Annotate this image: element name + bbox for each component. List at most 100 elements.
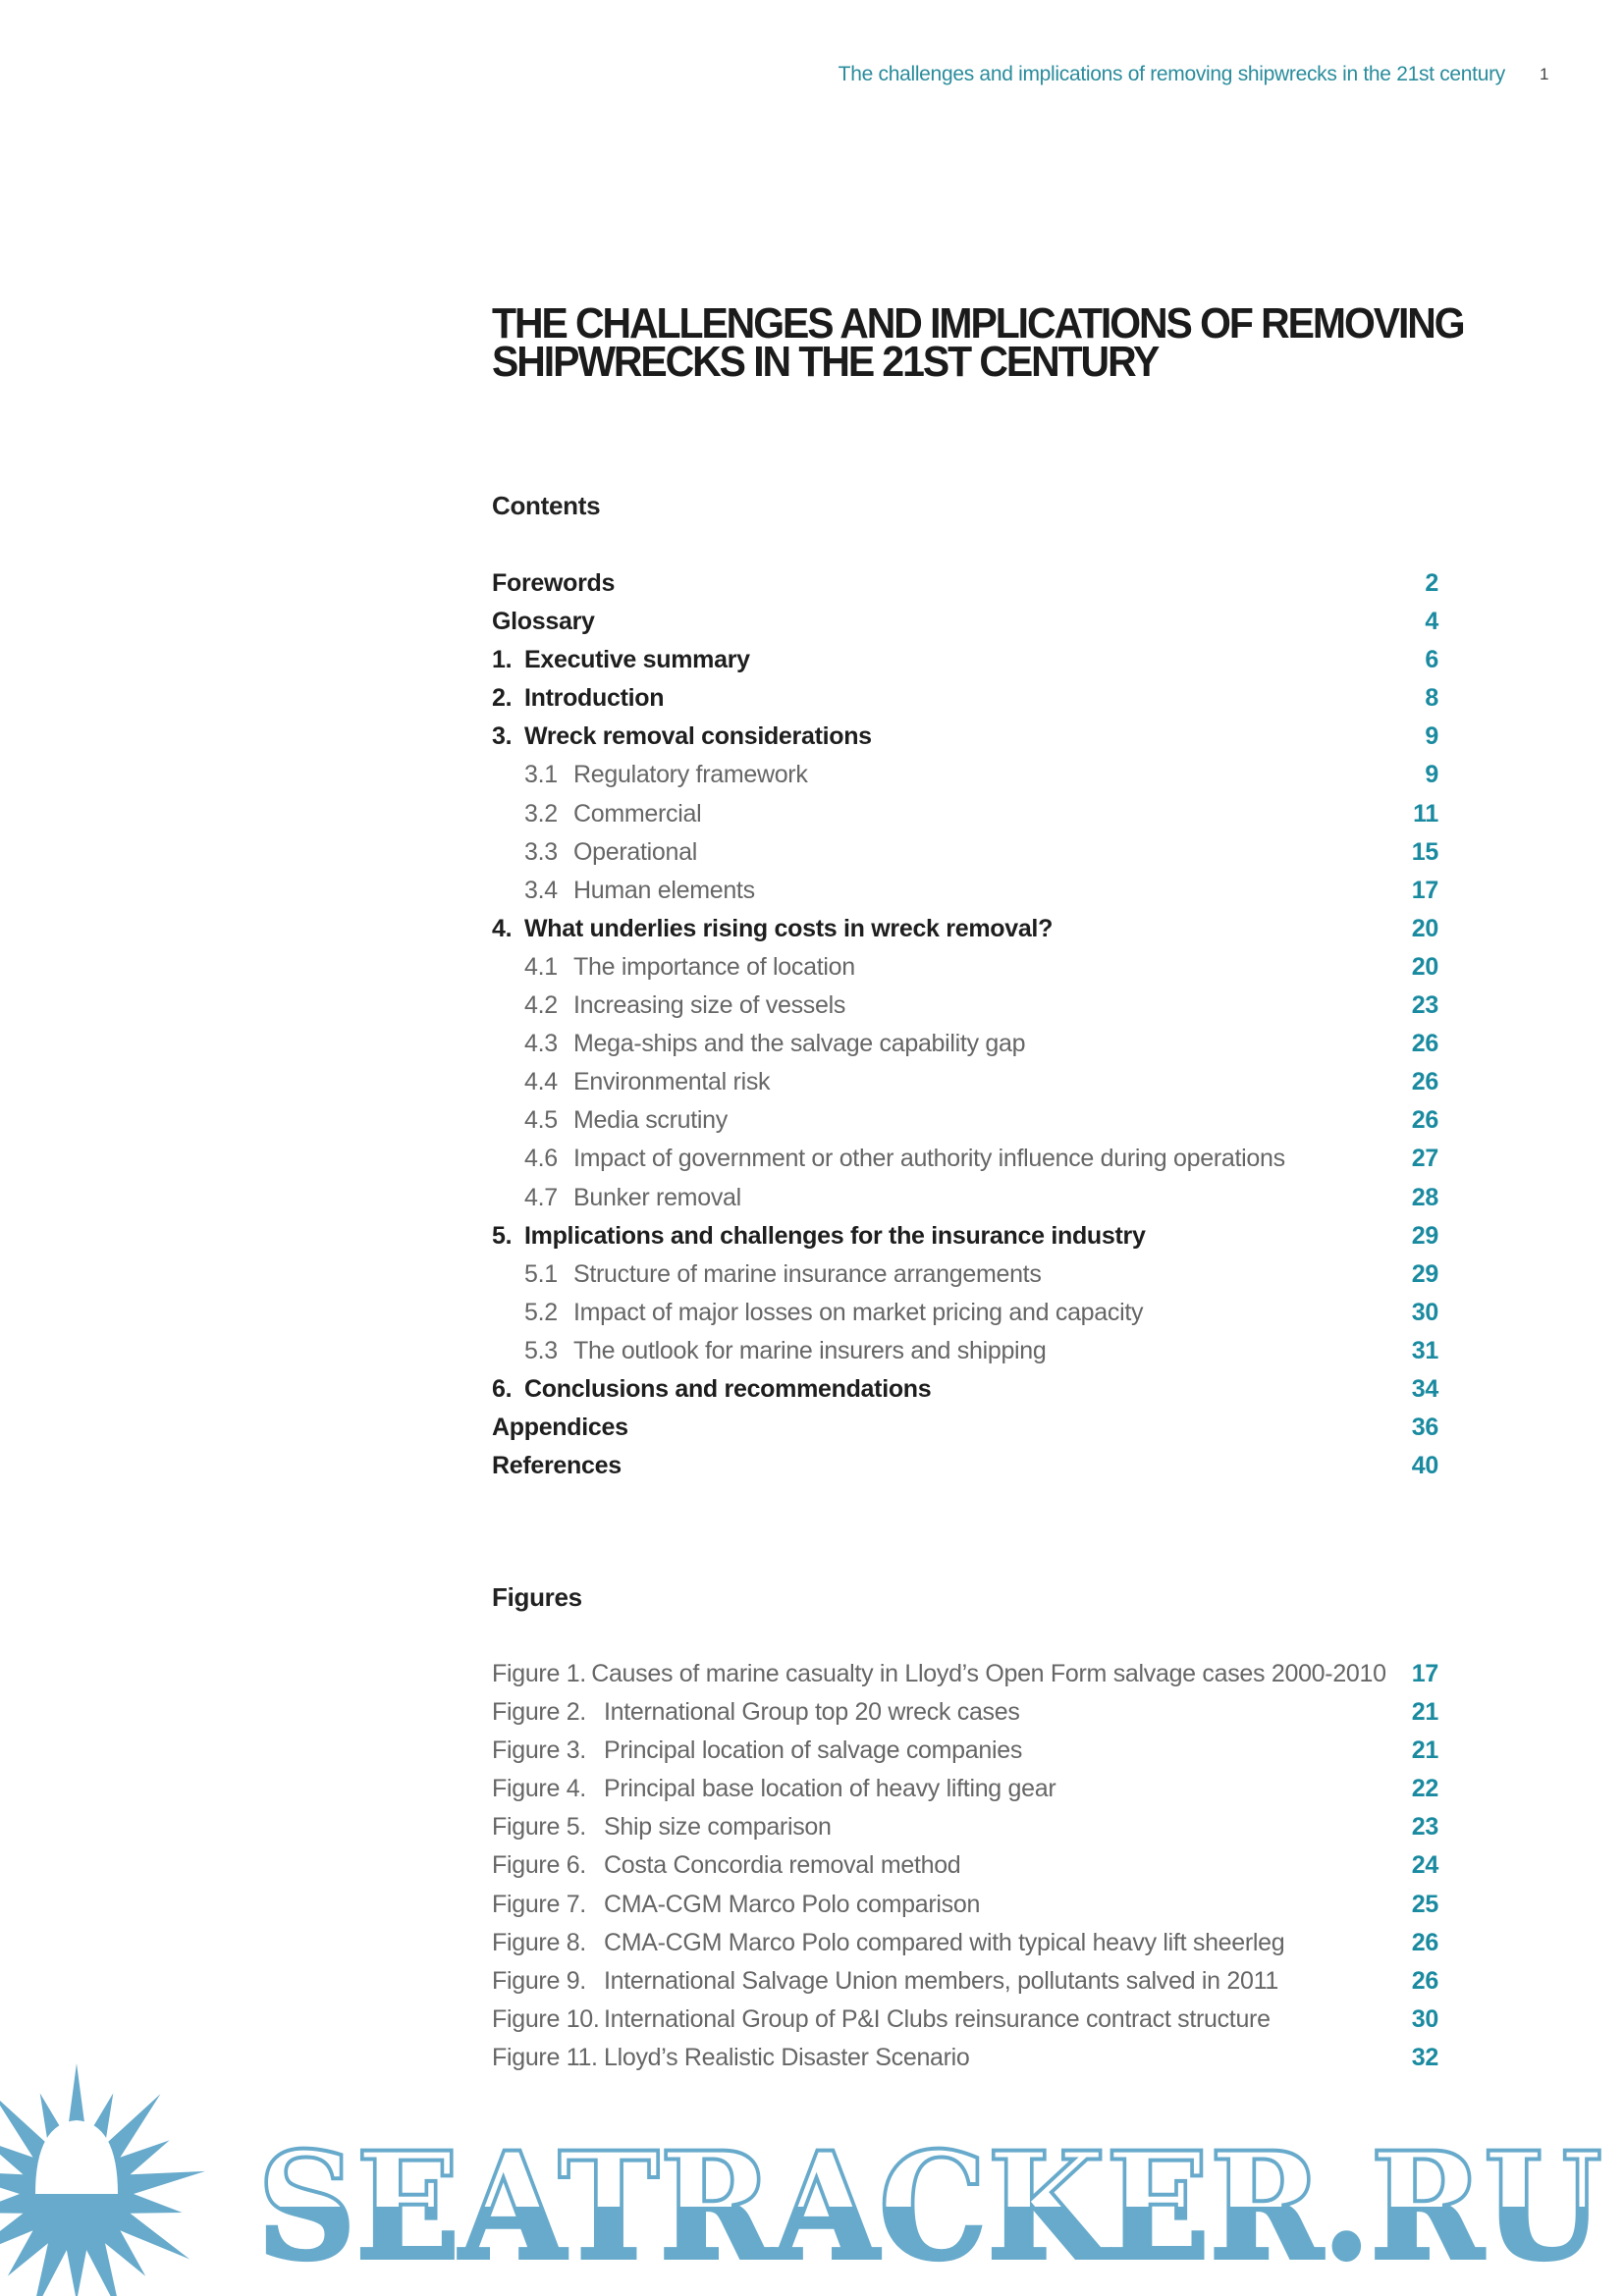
toc-entry-page: 26 [1411, 1106, 1439, 1135]
toc-entry-number: 5. [492, 1221, 513, 1250]
figure-entry-label: Principal base location of heavy lifting… [604, 1775, 1056, 1803]
toc-entry-label: References [492, 1452, 622, 1480]
toc-entry[interactable]: 3.3 Operational 15 [492, 833, 1438, 872]
figure-entry-page: 22 [1411, 1775, 1439, 1803]
toc-entry-label: Appendices [492, 1414, 628, 1442]
toc-entry[interactable]: 5.2 Impact of major losses on market pric… [492, 1294, 1438, 1332]
figure-entry[interactable]: Figure 5. Ship size comparison 23 [492, 1808, 1438, 1846]
toc-entry[interactable]: References 40 [492, 1447, 1438, 1485]
toc-entry[interactable]: 3.2 Commercial 11 [492, 795, 1438, 833]
toc-entry-label: Impact of major losses on market pricing… [573, 1298, 1144, 1326]
toc-entry-page: 29 [1411, 1259, 1439, 1288]
figure-entry-page: 32 [1411, 2043, 1439, 2071]
figure-entry-label: CMA-CGM Marco Polo compared with typical… [604, 1928, 1285, 1956]
toc-entry-page: 2 [1425, 569, 1438, 597]
toc-entry-page: 29 [1411, 1221, 1439, 1250]
toc-entry-page: 40 [1411, 1452, 1439, 1480]
figure-entry-label: Principal location of salvage companies [604, 1736, 1023, 1765]
figure-entry[interactable]: Figure 8. CMA-CGM Marco Polo compared wit… [492, 1924, 1438, 1962]
figure-entry-label: Lloyd’s Realistic Disaster Scenario [604, 2043, 970, 2071]
toc-entry-number: 4.2 [524, 991, 558, 1020]
toc-entry[interactable]: 4.2 Increasing size of vessels 23 [492, 987, 1438, 1025]
toc-entry-label: Environmental risk [573, 1068, 771, 1096]
toc-entry[interactable]: 3.4 Human elements 17 [492, 872, 1438, 910]
toc-entry[interactable]: 6. Conclusions and recommendations 34 [492, 1370, 1438, 1409]
figure-entry-label: Costa Concordia removal method [604, 1851, 961, 1880]
figure-entry[interactable]: Figure 7. CMA-CGM Marco Polo comparison 25 [492, 1886, 1438, 1924]
toc-entry-number: 4.7 [524, 1183, 558, 1211]
figure-entry[interactable]: Figure 11. Lloyd’s Realistic Disaster Sce… [492, 2039, 1438, 2077]
toc-entry-number: 4.4 [524, 1068, 558, 1096]
figure-entry[interactable]: Figure 1. Causes of marine casualty in Ll… [492, 1655, 1438, 1693]
toc-entry-page: 28 [1411, 1183, 1439, 1211]
toc-entry-number: 5.2 [524, 1298, 558, 1326]
title-line-1: THE CHALLENGES AND IMPLICATIONS OF REMOV… [492, 299, 1466, 347]
toc-entry-label: Implications and challenges for the insu… [524, 1221, 1146, 1250]
toc-entry-number: 5.1 [524, 1259, 558, 1288]
toc-entry-page: 11 [1413, 799, 1438, 828]
figure-entry-page: 17 [1411, 1660, 1439, 1687]
toc-entry-number: 6. [492, 1374, 513, 1403]
figure-entry-label: International Group top 20 wreck cases [604, 1698, 1020, 1727]
toc-entry-page: 36 [1411, 1414, 1439, 1442]
toc-entry-page: 20 [1411, 914, 1439, 942]
toc-entry[interactable]: 4.7 Bunker removal 28 [492, 1179, 1438, 1217]
figure-entry[interactable]: Figure 6. Costa Concordia removal method 2… [492, 1846, 1438, 1885]
toc-entry-number: 4.3 [524, 1030, 558, 1058]
title-line-2: SHIPWRECKS IN THE 21ST CENTURY [492, 338, 1160, 386]
toc-entry-number: 4.6 [524, 1145, 558, 1173]
toc-entry[interactable]: Appendices 36 [492, 1409, 1438, 1447]
toc-entry-page: 31 [1411, 1336, 1439, 1364]
toc-entry-page: 8 [1425, 684, 1438, 713]
toc-entry[interactable]: 1. Executive summary 6 [492, 641, 1438, 679]
toc-entry[interactable]: 4. What underlies rising costs in wreck r… [492, 910, 1438, 948]
figure-entry[interactable]: Figure 10. International Group of P&I Clu… [492, 2001, 1438, 2039]
seatracker-watermark-logo: SEATRACKER.RU [0, 2063, 1604, 2296]
toc-entry[interactable]: 4.6 Impact of government or other authori… [492, 1140, 1438, 1178]
figure-entry[interactable]: Figure 3. Principal location of salvage c… [492, 1732, 1438, 1770]
toc-entry[interactable]: 5.1 Structure of marine insurance arrange… [492, 1255, 1438, 1294]
figure-entry[interactable]: Figure 9. International Salvage Union mem… [492, 1962, 1438, 2001]
toc-entry-page: 4 [1425, 608, 1438, 636]
watermark-text: SEATRACKER.RU [257, 2120, 1602, 2293]
figure-entry-number: Figure 5. [492, 1813, 586, 1842]
toc-entry-number: 3.2 [524, 799, 558, 828]
toc-entry[interactable]: 4.1 The importance of location 20 [492, 948, 1438, 987]
toc-entry-label: The importance of location [573, 952, 855, 981]
toc-entry-label: Commercial [573, 799, 702, 828]
toc-entry-page: 26 [1411, 1068, 1439, 1096]
toc-entry-page: 27 [1411, 1145, 1439, 1173]
toc-entry-label: Human elements [573, 876, 755, 904]
toc-entry[interactable]: 5.3 The outlook for marine insurers and s… [492, 1332, 1438, 1370]
toc-entry[interactable]: 3.1 Regulatory framework 9 [492, 756, 1438, 794]
figure-entry-number: Figure 9. [492, 1966, 586, 1995]
toc-entry-label: Increasing size of vessels [573, 991, 846, 1020]
toc-entry-page: 23 [1411, 991, 1439, 1020]
figure-entry-number: Figure 4. [492, 1775, 586, 1803]
figure-entry-number: Figure 1. [492, 1660, 586, 1687]
figure-entry[interactable]: Figure 4. Principal base location of heav… [492, 1770, 1438, 1808]
toc-entry[interactable]: 4.5 Media scrutiny 26 [492, 1101, 1438, 1140]
toc-entry-number: 4.5 [524, 1106, 558, 1135]
toc-entry-label: Executive summary [524, 646, 750, 674]
list-of-figures: Figure 1. Causes of marine casualty in Ll… [492, 1655, 1438, 2077]
toc-entry[interactable]: 4.4 Environmental risk 26 [492, 1063, 1438, 1101]
figure-entry-number: Figure 2. [492, 1698, 586, 1727]
toc-entry-label: Forewords [492, 569, 616, 597]
toc-entry[interactable]: Glossary 4 [492, 603, 1438, 641]
toc-entry[interactable]: 3. Wreck removal considerations 9 [492, 718, 1438, 756]
toc-entry[interactable]: Forewords 2 [492, 564, 1438, 603]
toc-entry-number: 5.3 [524, 1336, 558, 1364]
toc-entry[interactable]: 2. Introduction 8 [492, 679, 1438, 718]
toc-entry-number: 3.3 [524, 837, 558, 866]
toc-entry-label: Mega-ships and the salvage capability ga… [573, 1030, 1026, 1058]
figure-entry[interactable]: Figure 2. International Group top 20 wrec… [492, 1693, 1438, 1732]
toc-entry-label: Wreck removal considerations [524, 722, 872, 751]
toc-entry[interactable]: 5. Implications and challenges for the in… [492, 1217, 1438, 1255]
toc-entry-page: 30 [1411, 1298, 1439, 1326]
toc-entry-number: 1. [492, 646, 513, 674]
figure-entry-label: International Salvage Union members, pol… [604, 1966, 1278, 1995]
toc-entry-number: 4.1 [524, 952, 558, 981]
toc-entry-page: 9 [1425, 761, 1438, 789]
toc-entry[interactable]: 4.3 Mega-ships and the salvage capability… [492, 1025, 1438, 1063]
